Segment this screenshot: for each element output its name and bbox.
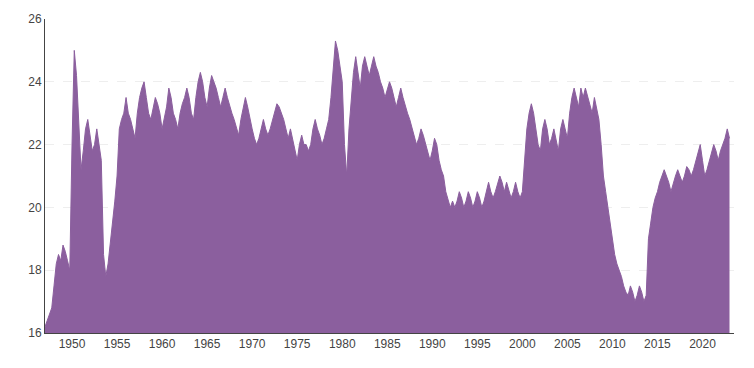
- svg-text:1950: 1950: [59, 337, 86, 351]
- svg-text:16: 16: [28, 326, 42, 340]
- svg-text:1960: 1960: [149, 337, 176, 351]
- svg-text:2015: 2015: [644, 337, 671, 351]
- svg-text:1955: 1955: [104, 337, 131, 351]
- svg-text:20: 20: [28, 201, 42, 215]
- svg-text:1965: 1965: [194, 337, 221, 351]
- svg-text:1975: 1975: [284, 337, 311, 351]
- svg-text:1980: 1980: [329, 337, 356, 351]
- svg-text:2005: 2005: [554, 337, 581, 351]
- svg-text:18: 18: [28, 263, 42, 277]
- svg-text:22: 22: [28, 138, 42, 152]
- svg-text:24: 24: [28, 75, 42, 89]
- svg-text:1985: 1985: [374, 337, 401, 351]
- svg-text:1995: 1995: [464, 337, 491, 351]
- svg-text:2020: 2020: [689, 337, 716, 351]
- svg-text:1990: 1990: [419, 337, 446, 351]
- svg-text:1970: 1970: [239, 337, 266, 351]
- svg-text:2010: 2010: [599, 337, 626, 351]
- svg-text:26: 26: [28, 12, 42, 26]
- svg-text:2000: 2000: [509, 337, 536, 351]
